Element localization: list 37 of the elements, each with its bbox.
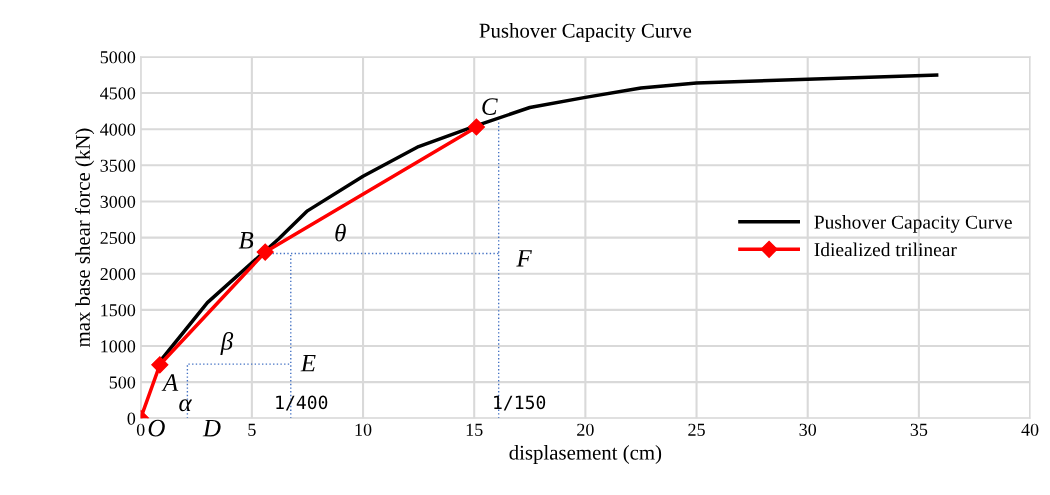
- text: O: [148, 419, 165, 437]
- y-tick-label: 4500: [100, 87, 136, 100]
- annotation: E: [300, 354, 316, 372]
- annotation: α: [179, 399, 193, 412]
- y-tick-label: 4000: [100, 123, 136, 136]
- x-tick-label: 30: [799, 423, 817, 436]
- annotation: F: [516, 250, 532, 267]
- y-axis-title: max base shear force (kN): [75, 128, 95, 348]
- annotation: C: [482, 98, 498, 115]
- x-tick-label: 20: [577, 423, 594, 436]
- text: D: [202, 419, 221, 437]
- y-tick-label: 2000: [100, 267, 136, 281]
- annotation: A: [161, 374, 179, 391]
- x-tick-label: 10: [355, 423, 372, 436]
- x-tick-label: 5: [248, 423, 256, 436]
- x-tick-label: 25: [688, 423, 705, 436]
- legend-label: Idiealized trilinear: [814, 242, 957, 257]
- annotation: 1/400: [276, 395, 328, 411]
- y-tick-label: 500: [109, 376, 136, 389]
- y-tick-label: 2500: [100, 231, 136, 245]
- x-axis-title: displasement (cm): [509, 445, 662, 464]
- y-tick-label: 3000: [100, 195, 136, 208]
- annotation: B: [238, 232, 254, 249]
- y-tick-label: 1500: [101, 304, 136, 317]
- y-tick-label: 1000: [101, 340, 136, 353]
- y-tick-label: 3500: [100, 159, 136, 172]
- y-tick-label: 0: [127, 412, 136, 425]
- x-tick-label: 0: [136, 423, 145, 436]
- legend-label: Pushover Capacity Curve: [814, 215, 1012, 233]
- y-tick-label: 5000: [100, 51, 136, 64]
- chart-title: Pushover Capacity Curve: [479, 23, 692, 42]
- x-tick-label: 40: [1021, 423, 1039, 436]
- x-tick-label: 15: [466, 423, 483, 436]
- x-tick-label: 35: [910, 423, 928, 436]
- annotation: β: [220, 332, 234, 355]
- annotation: 1/150: [494, 395, 546, 411]
- annotation: θ: [335, 223, 346, 242]
